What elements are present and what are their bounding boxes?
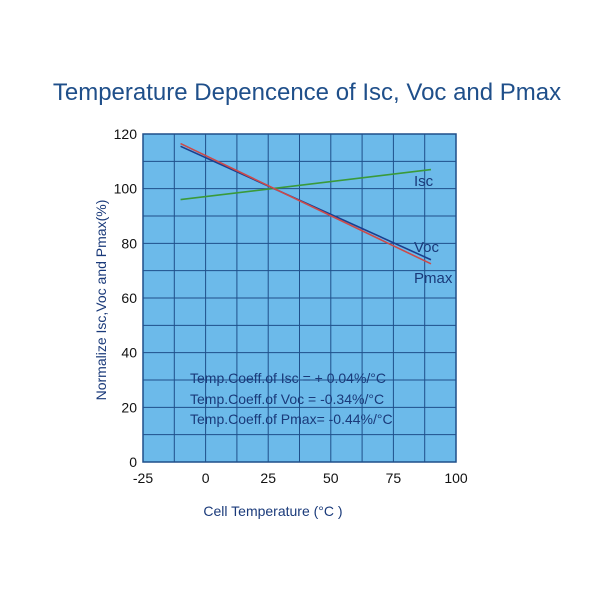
y-tick-labels: 0 20 40 60 80 100 120	[114, 126, 138, 470]
x-tick-labels: -25 0 25 50 75 100	[133, 470, 468, 486]
y-tick-label: 0	[129, 454, 137, 470]
y-tick-label: 40	[121, 345, 137, 361]
x-tick-label: -25	[133, 470, 153, 486]
x-tick-label: 100	[444, 470, 468, 486]
chart-title: Temperature Depencence of Isc, Voc and P…	[53, 79, 561, 106]
series-label-pmax: Pmax	[414, 270, 453, 287]
series-label-isc: Isc	[414, 173, 434, 190]
series-label-voc: Voc	[414, 239, 440, 256]
y-tick-label: 80	[121, 235, 137, 251]
x-axis-label: Cell Temperature (°C )	[203, 503, 342, 519]
annotation-line: Temp.Coeff.of Pmax= -0.44%/°C	[190, 411, 393, 427]
series-lines	[180, 142, 432, 265]
x-tick-label: 0	[202, 470, 210, 486]
y-tick-label: 20	[121, 399, 137, 415]
y-tick-label: 100	[114, 181, 138, 197]
x-tick-label: 50	[323, 470, 339, 486]
y-tick-label: 60	[121, 290, 137, 306]
annotation-line: Temp.Coeff.of Isc = + 0.04%/°C	[190, 370, 386, 386]
series-line-pmax	[180, 142, 432, 265]
series-line-isc	[180, 168, 432, 201]
x-tick-label: 25	[260, 470, 276, 486]
coefficient-annotations: Temp.Coeff.of Isc = + 0.04%/°C Temp.Coeff…	[190, 370, 393, 427]
y-axis-label: Normalize Isc,Voc and Pmax(%)	[93, 200, 109, 401]
series-labels: Isc Voc Pmax	[414, 173, 453, 287]
grid	[142, 133, 457, 463]
annotation-line: Temp.Coeff.of Voc = -0.34%/°C	[190, 391, 384, 407]
x-tick-label: 75	[386, 470, 402, 486]
y-tick-label: 120	[114, 126, 138, 142]
